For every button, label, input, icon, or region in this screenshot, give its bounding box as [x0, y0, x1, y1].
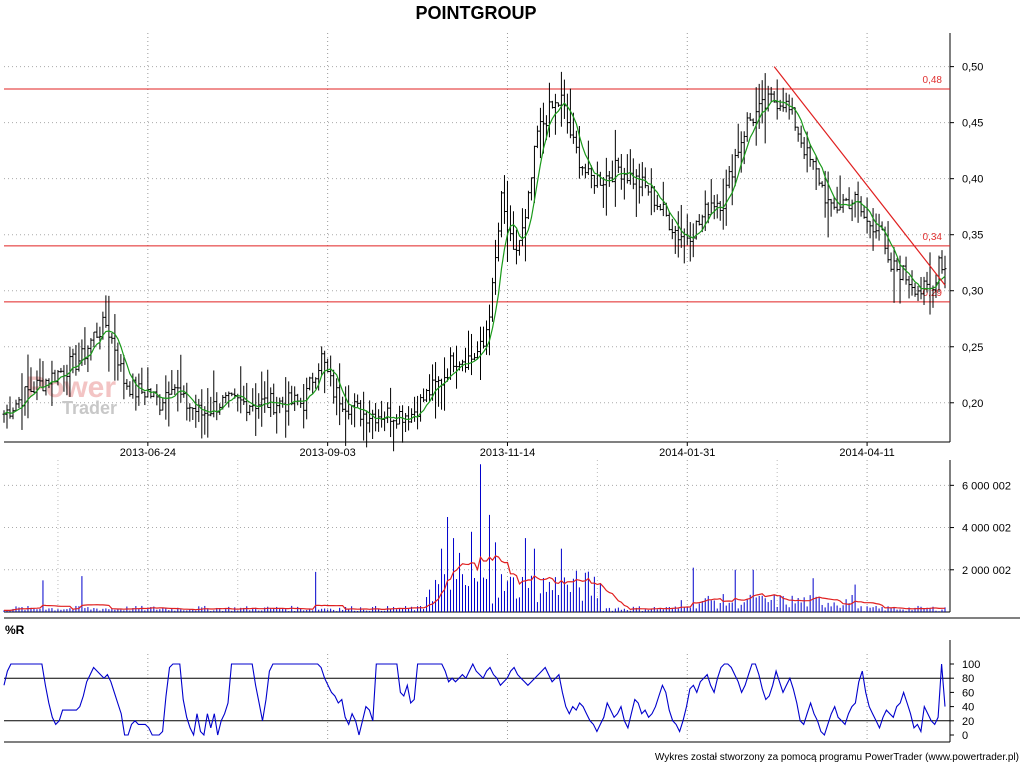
x-tick-label: 2013-06-24 [120, 447, 176, 459]
oscillator-label: %R [5, 623, 25, 637]
osc-y-tick-label: 60 [962, 687, 974, 699]
price-y-tick-label: 0,20 [962, 398, 983, 410]
oscillator-y-axis: 100 80 60 40 20 0 [950, 659, 980, 742]
level-label: 0,29 [923, 288, 943, 299]
watermark-line2: Trader [62, 398, 117, 418]
price-y-tick-label: 0,50 [962, 62, 983, 74]
x-tick-label: 2013-09-03 [300, 447, 356, 459]
level-label: 0,48 [923, 75, 943, 86]
osc-y-tick-label: 0 [962, 730, 968, 742]
price-y-tick-label: 0,30 [962, 286, 983, 298]
volume-y-tick-label: 2 000 002 [962, 565, 1011, 577]
x-tick-label: 2013-11-14 [480, 447, 535, 459]
date-x-axis: 2013-06-24 2013-09-03 2013-11-14 2014-01-31… [120, 442, 895, 459]
volume-y-tick-label: 6 000 002 [962, 480, 1011, 492]
footer-credit: Wykres został stworzony za pomocą progra… [655, 752, 1019, 763]
x-tick-label: 2014-01-31 [659, 447, 715, 459]
volume-average [4, 555, 945, 611]
osc-y-tick-label: 80 [962, 673, 974, 685]
price-y-tick-label: 0,25 [962, 342, 983, 354]
oscillator-levels [4, 677, 950, 722]
chart-title: POINTGROUP [415, 3, 536, 23]
sma-line [3, 99, 946, 421]
osc-y-tick-label: 100 [962, 659, 980, 671]
volume-y-axis: 6 000 002 4 000 002 2 000 002 [950, 480, 1011, 577]
osc-y-tick-label: 40 [962, 702, 974, 714]
price-y-axis: 0,50 0,45 0,40 0,35 0,30 0,25 0,20 [950, 62, 983, 410]
downtrend-line [773, 66, 946, 286]
price-ohlc-bars [2, 71, 947, 452]
price-moving-average [3, 99, 946, 421]
volume-y-tick-label: 4 000 002 [962, 523, 1011, 535]
williams-r-line [3, 662, 946, 737]
oscillator-grid [147, 654, 868, 742]
price-trendline [773, 66, 946, 286]
volume-average-line [4, 555, 945, 611]
price-grid [4, 33, 950, 442]
x-tick-label: 2014-04-11 [839, 447, 894, 459]
price-y-tick-label: 0,35 [962, 230, 983, 242]
price-y-tick-label: 0,40 [962, 174, 983, 186]
volume-bars [3, 464, 946, 612]
osc-y-tick-label: 20 [962, 716, 974, 728]
level-label: 0,34 [923, 232, 943, 243]
price-y-tick-label: 0,45 [962, 118, 983, 130]
oscillator-line [3, 662, 946, 737]
